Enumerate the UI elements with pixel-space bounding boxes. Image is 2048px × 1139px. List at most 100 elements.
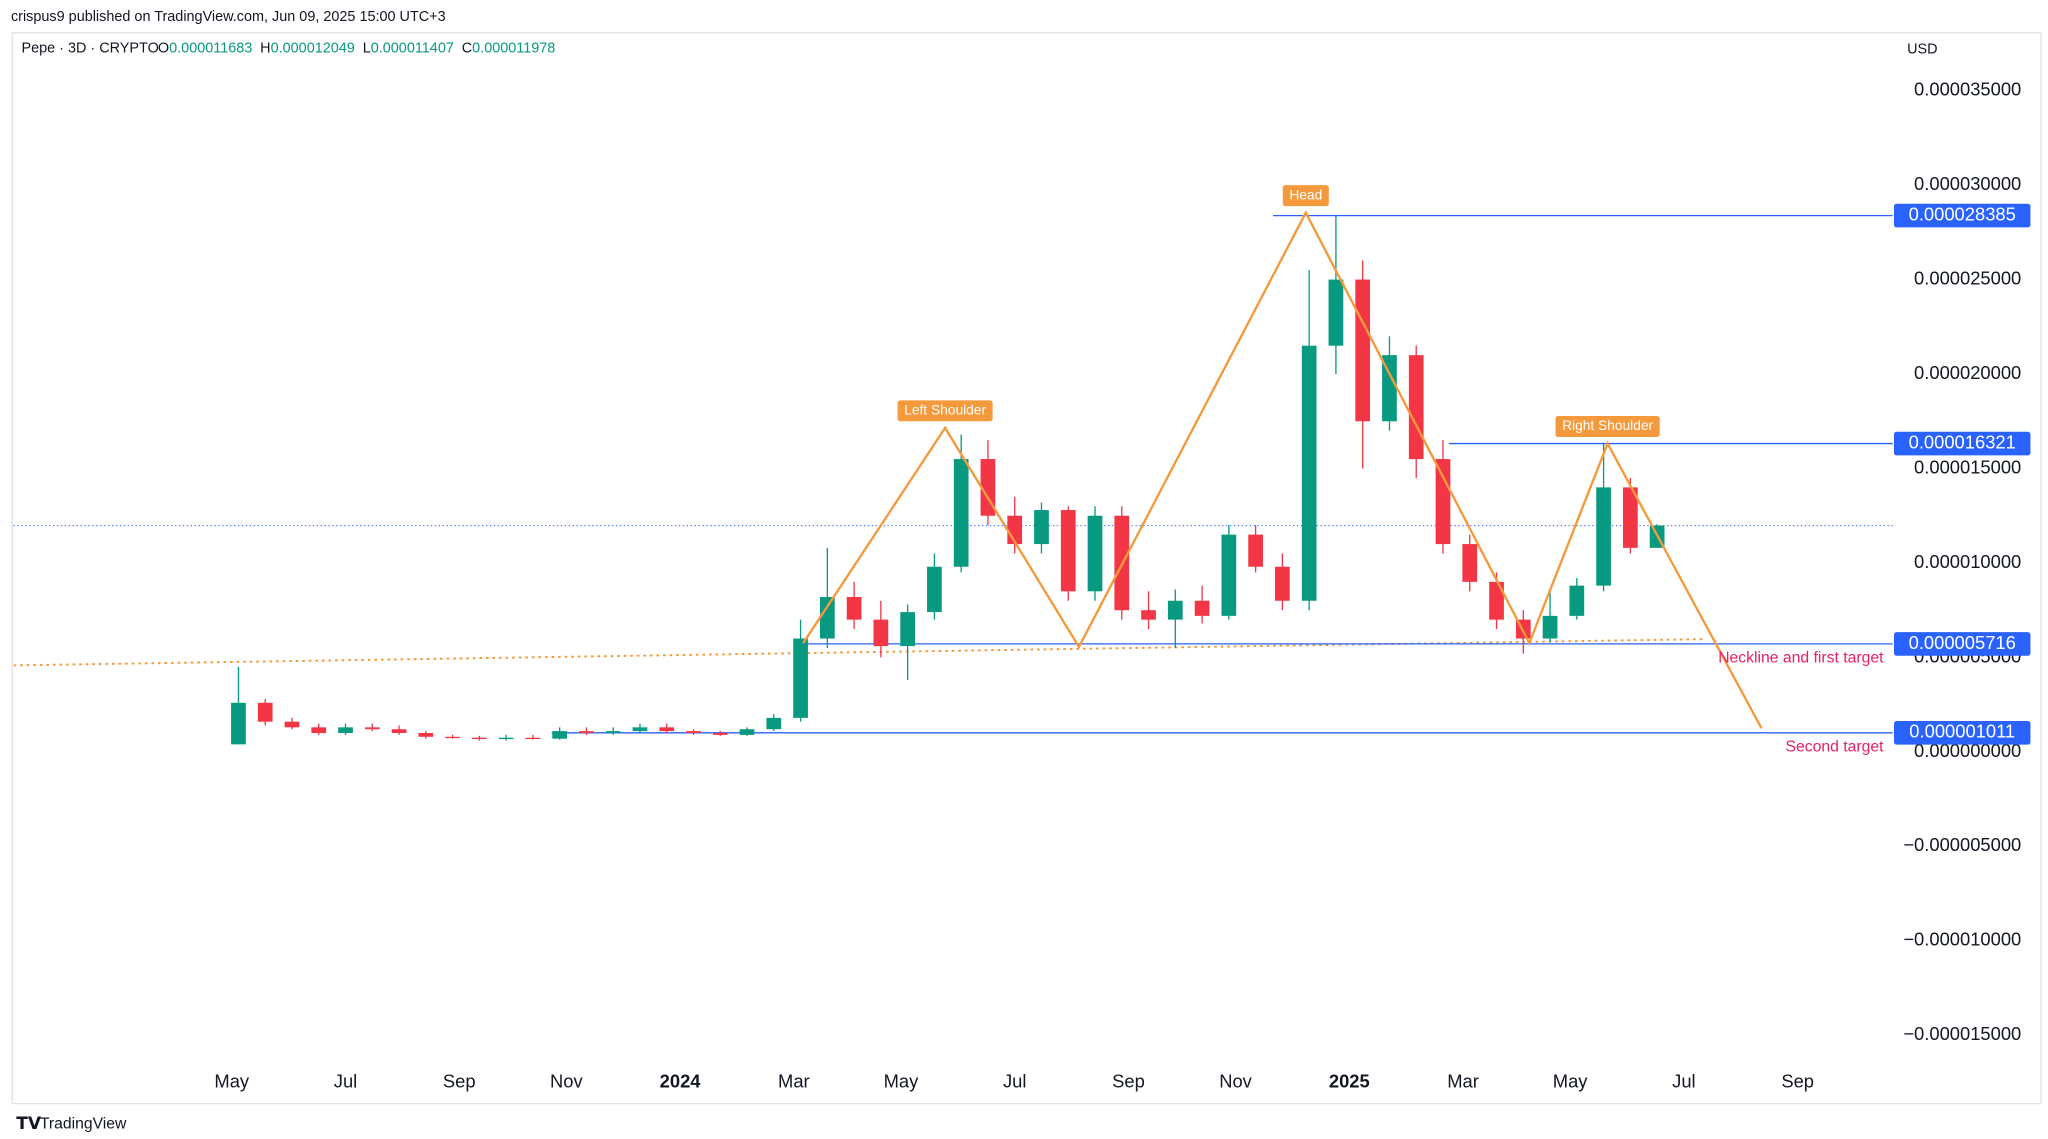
candle-body [284,721,300,728]
currency-box [1895,36,1948,63]
y-tick-label: 0.000010000 [1914,551,2021,572]
candle-body [338,727,353,734]
level-price-box [1893,431,2031,456]
candle-body [1489,581,1504,620]
candle-body [1194,600,1210,616]
level-price-box [1893,720,2031,745]
pattern-line [802,210,1763,729]
candle-body [1435,459,1451,545]
y-tick-label: 0.000020000 [1914,362,2021,383]
ohlc: O0.000011683 H0.000012049 L0.000011407 C0.0… [158,40,555,56]
candle-body [1328,279,1344,346]
candle-body [873,619,889,647]
candle-body [1408,355,1424,460]
x-tick-label: Sep [1781,1070,1814,1091]
candle-body [579,731,594,734]
x-tick-label: Jul [1003,1070,1026,1091]
x-tick-label: Nov [550,1070,583,1091]
candle-body [445,736,460,739]
candle-body [418,733,434,737]
candle-body [1382,355,1397,422]
candle-body [1542,615,1558,639]
x-tick-label: Sep [1112,1070,1145,1091]
ohlc-letter: L [363,40,371,56]
x-tick-label: Jul [1672,1070,1695,1091]
candle-body [686,731,701,734]
candle-body [471,737,487,740]
candle-body [605,731,621,734]
level-price-label: 0.000005716 [1909,632,2016,653]
candle-body [1355,279,1371,422]
x-tick-label: May [884,1070,920,1091]
x-tick-label: 2025 [1329,1070,1370,1091]
candle-body [1596,487,1611,586]
candle-body [953,459,969,567]
candle-body [498,737,514,740]
y-tick-label: −0.000015000 [1903,1023,2021,1044]
candle-body [1167,600,1183,620]
ohlc-letter: H [260,40,270,56]
candle-body [927,566,942,613]
candle-body [712,733,728,735]
publisher: crispus9 published on TradingView.com, J… [11,9,446,25]
ohlc-letter: O [158,40,169,56]
candle-body [231,702,246,745]
pattern-label-box [897,400,993,422]
y-tick-label: 0.000025000 [1914,267,2021,288]
x-tick-label: May [1553,1070,1589,1091]
ohlc-value: 0.000011407 [371,40,454,56]
logo-mark: 𝗧𝗩 [16,1114,42,1133]
candle-body [552,731,568,739]
ohlc-value: 0.000011978 [472,40,555,56]
candle-body [525,737,541,740]
x-tick-label: 2024 [660,1070,702,1091]
candle-body [1623,487,1638,548]
x-tick-label: Sep [443,1070,476,1091]
level-price-box [1893,203,2031,228]
candle-body [980,459,996,516]
x-tick-label: Jul [334,1070,357,1091]
pattern-label: Head [1289,187,1322,202]
symbol: Pepe · 3D · CRYPTO [21,40,158,56]
level-price-box [1893,632,2031,656]
y-tick-label: 0.000015000 [1914,456,2021,477]
candle-body [900,612,915,647]
ohlc-letter: C [462,40,472,56]
currency: USD [1907,42,1937,58]
candle-body [257,702,273,722]
frame [11,32,2042,1105]
candle-body [1087,515,1103,592]
candle-body [1248,534,1263,567]
candle-body [364,727,380,730]
level-price-label: 0.000001011 [1909,721,2015,742]
y-tick-label: 0.000030000 [1914,173,2021,194]
brand: TradingView [40,1116,127,1133]
ohlc-value: 0.000012049 [271,40,355,56]
candle-body [1221,534,1237,616]
candle-body [1060,510,1076,592]
candle-body [659,727,675,732]
level-note: Second target [1786,738,1885,755]
candle-body [632,727,648,732]
x-tick-label: Nov [1219,1070,1252,1091]
candle-body [1569,585,1585,616]
candle-body [391,729,407,734]
pattern-label: Right Shoulder [1562,418,1653,433]
x-tick-label: Mar [1447,1070,1479,1091]
candle-body [1034,510,1049,545]
y-tick-label: −0.000005000 [1903,834,2021,855]
y-tick-label: −0.000010000 [1903,929,2021,950]
y-tick-label: 0.000000000 [1914,740,2021,761]
level-price-label: 0.000028385 [1909,203,2016,224]
ohlc-value: 0.000011683 [169,40,252,56]
candle-body [793,638,808,718]
level-note: Neckline and first target [1718,649,1884,666]
candle-body [1462,544,1478,582]
pattern-label-box [1555,415,1660,437]
candle-body [311,727,327,734]
candle-body [819,596,835,639]
pattern-label-box [1282,185,1329,207]
candle-body [766,717,782,730]
